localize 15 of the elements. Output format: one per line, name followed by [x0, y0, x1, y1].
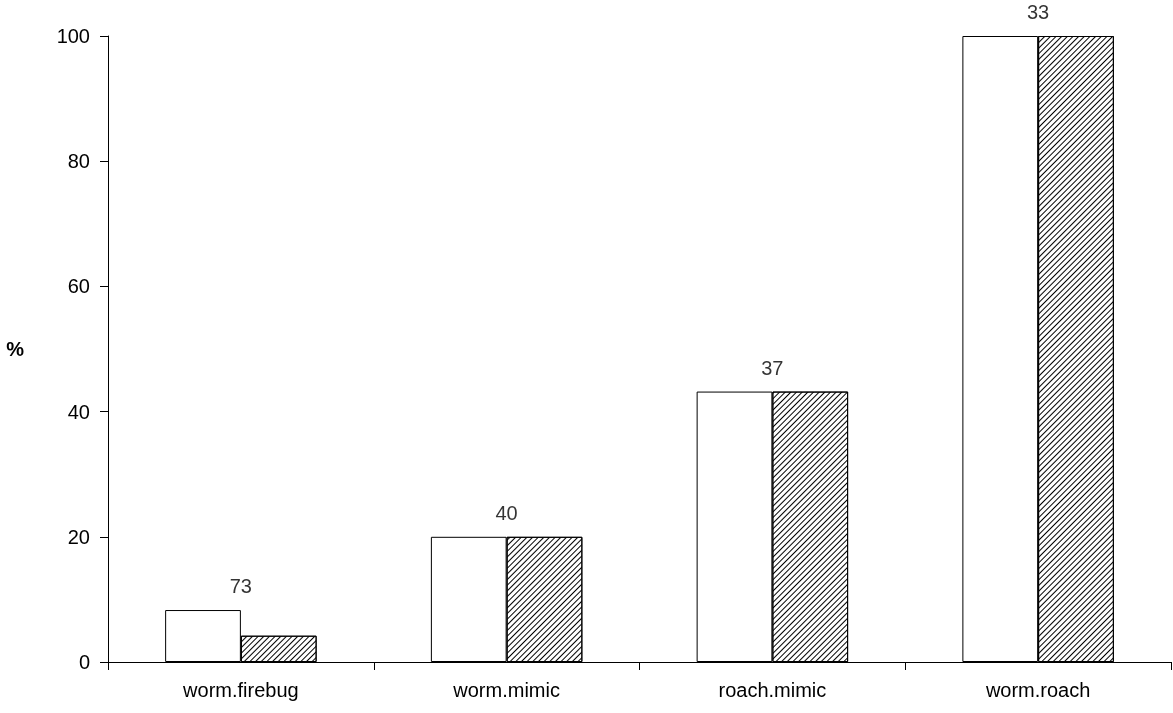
x-tick-label: worm.mimic — [452, 679, 560, 701]
y-tick-label: 60 — [67, 275, 90, 298]
text: 33 — [1027, 1, 1050, 23]
annotation: 37 — [761, 356, 784, 379]
y-tick-label: 40 — [67, 400, 90, 423]
y-tick-label: 80 — [67, 150, 90, 173]
x-tick-label: worm.firebug — [182, 679, 299, 701]
y-axis-title: % — [6, 338, 25, 360]
y-tick-label: 100 — [56, 25, 90, 47]
x-tick-label: roach.mimic — [718, 679, 827, 701]
x-tick-label: worm.roach — [984, 679, 1091, 701]
annotation: 73 — [229, 575, 252, 598]
y-tick-label: 20 — [67, 525, 90, 548]
y-tick-label: 0 — [78, 651, 90, 673]
annotation: 40 — [495, 501, 518, 524]
